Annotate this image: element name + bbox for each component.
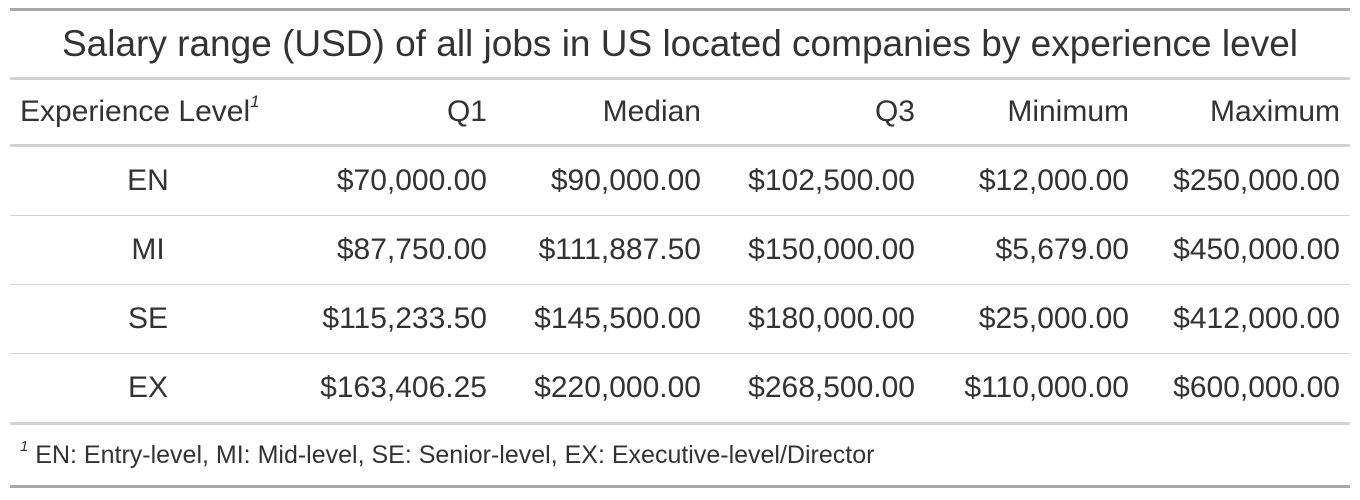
cell-q3: $180,000.00 [711, 284, 925, 354]
column-header-row: Experience Level1 Q1 Median Q3 Minimum M… [10, 78, 1350, 147]
cell-maximum: $250,000.00 [1139, 145, 1350, 216]
table-row: EX $163,406.25 $220,000.00 $268,500.00 $… [10, 353, 1350, 425]
cell-q1: $163,406.25 [286, 353, 497, 425]
cell-q3: $150,000.00 [711, 215, 925, 285]
cell-median: $111,887.50 [497, 215, 711, 285]
column-header-q1: Q1 [286, 78, 497, 147]
column-header-experience-level: Experience Level1 [10, 78, 286, 147]
column-header-q3: Q3 [711, 78, 925, 147]
cell-q1: $70,000.00 [286, 145, 497, 216]
cell-minimum: $110,000.00 [925, 353, 1139, 425]
table-title: Salary range (USD) of all jobs in US loc… [10, 8, 1350, 80]
cell-minimum: $25,000.00 [925, 284, 1139, 354]
column-header-maximum: Maximum [1139, 78, 1350, 147]
cell-q3: $268,500.00 [711, 353, 925, 425]
footnote-row: 1 EN: Entry-level, MI: Mid-level, SE: Se… [10, 423, 1350, 488]
table-row: MI $87,750.00 $111,887.50 $150,000.00 $5… [10, 215, 1350, 285]
cell-level: MI [10, 215, 286, 285]
salary-table-container: Salary range (USD) of all jobs in US loc… [10, 8, 1350, 488]
cell-level: EN [10, 145, 286, 216]
cell-q3: $102,500.00 [711, 145, 925, 216]
salary-table: Salary range (USD) of all jobs in US loc… [10, 8, 1350, 488]
footnote-marker: 1 [250, 92, 260, 111]
cell-maximum: $600,000.00 [1139, 353, 1350, 425]
table-row: EN $70,000.00 $90,000.00 $102,500.00 $12… [10, 145, 1350, 216]
cell-maximum: $412,000.00 [1139, 284, 1350, 354]
cell-minimum: $12,000.00 [925, 145, 1139, 216]
cell-median: $220,000.00 [497, 353, 711, 425]
cell-q1: $115,233.50 [286, 284, 497, 354]
cell-median: $90,000.00 [497, 145, 711, 216]
cell-level: SE [10, 284, 286, 354]
footnote-text: EN: Entry-level, MI: Mid-level, SE: Seni… [35, 440, 875, 469]
cell-level: EX [10, 353, 286, 425]
table-title-row: Salary range (USD) of all jobs in US loc… [10, 8, 1350, 80]
cell-maximum: $450,000.00 [1139, 215, 1350, 285]
footnote-marker: 1 [20, 437, 29, 455]
column-header-median: Median [497, 78, 711, 147]
table-footnote: 1 EN: Entry-level, MI: Mid-level, SE: Se… [10, 423, 1350, 488]
cell-q1: $87,750.00 [286, 215, 497, 285]
cell-minimum: $5,679.00 [925, 215, 1139, 285]
cell-median: $145,500.00 [497, 284, 711, 354]
table-row: SE $115,233.50 $145,500.00 $180,000.00 $… [10, 284, 1350, 354]
column-header-label: Experience Level [20, 95, 251, 128]
column-header-minimum: Minimum [925, 78, 1139, 147]
